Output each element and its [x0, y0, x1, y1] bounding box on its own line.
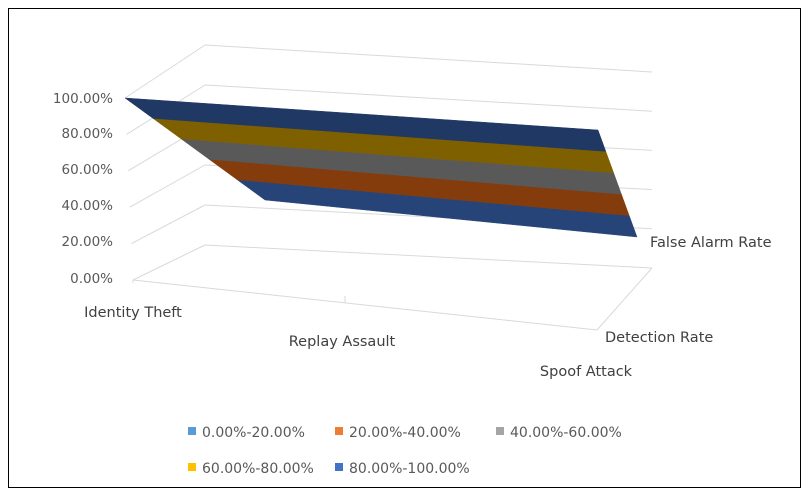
y-tick-label: 0.00% [70, 271, 113, 287]
legend-swatch-0 [188, 427, 196, 435]
legend-swatch-2 [496, 427, 504, 435]
depth-axis-labels: False Alarm Rate Detection Rate [605, 235, 772, 346]
depth-label-false-alarm-rate: False Alarm Rate [650, 235, 772, 251]
side-wall-gridline [124, 44, 206, 99]
side-wall-gridline [132, 244, 206, 281]
x-label-replay-assault: Replay Assault [289, 334, 396, 350]
depth-axis-floor-line [596, 267, 653, 331]
depth-label-detection-rate: Detection Rate [605, 330, 713, 346]
y-tick-label: 40.00% [62, 198, 114, 214]
x-label-spoof-attack: Spoof Attack [540, 364, 633, 380]
y-tick-label: 60.00% [62, 162, 114, 178]
y-tick-label: 80.00% [62, 126, 114, 142]
legend-label-3: 60.00%-80.00% [202, 461, 314, 477]
side-wall-gridline [131, 204, 206, 245]
legend-label-4: 80.00%-100.00% [349, 461, 470, 477]
x-label-identity-theft: Identity Theft [84, 305, 182, 321]
legend: 0.00%-20.00% 20.00%-40.00% 40.00%-60.00%… [188, 425, 622, 477]
surface-plot [124, 97, 638, 238]
y-tick-label: 100.00% [53, 91, 113, 107]
back-wall-gridline [204, 244, 653, 269]
legend-swatch-3 [188, 463, 196, 471]
y-axis-ticks: 100.00% 80.00% 60.00% 40.00% 20.00% 0.00… [53, 91, 113, 287]
y-tick-label: 20.00% [62, 234, 114, 250]
legend-label-1: 20.00%-40.00% [349, 425, 461, 441]
side-wall-gridline [129, 164, 206, 208]
back-wall-gridline [204, 84, 653, 112]
legend-swatch-1 [335, 427, 343, 435]
x-axis-labels: Identity Theft Replay Assault Spoof Atta… [84, 305, 633, 380]
legend-label-2: 40.00%-60.00% [510, 425, 622, 441]
legend-swatch-4 [335, 463, 343, 471]
x-axis-floor-line [132, 279, 598, 331]
surface-band-4 [124, 97, 607, 152]
legend-label-0: 0.00%-20.00% [202, 425, 305, 441]
back-wall-gridline [204, 44, 653, 73]
